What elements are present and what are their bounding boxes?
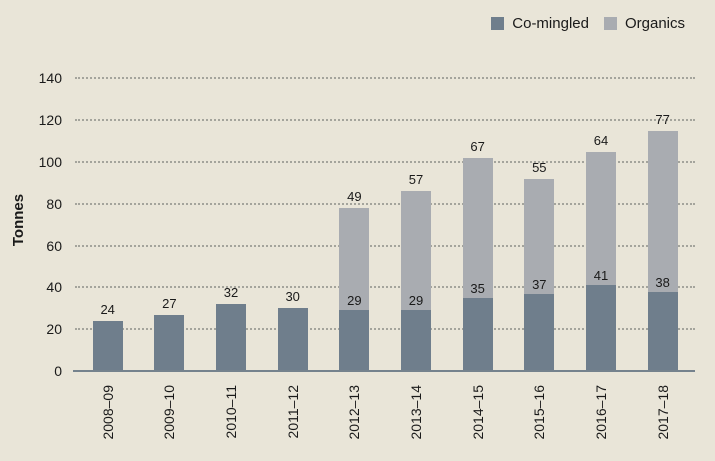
x-axis-line [73,370,695,372]
y-axis-title: Tonnes [10,193,27,247]
gridline [75,328,695,331]
y-tick-label: 100 [38,154,62,170]
bar-value-label-organics: 55 [532,159,547,175]
bar-value-label-comingled: 32 [223,285,239,301]
x-tick-label: 2009–10 [161,385,178,440]
bar-segment-comingled [277,308,308,371]
legend-item-co-mingled: Co-mingled [491,15,589,32]
bar-segment-organics [401,191,431,311]
bar-value-label-comingled: 29 [347,293,362,309]
gridline [75,286,695,289]
bar-segment-comingled [339,310,370,371]
bar-value-label-organics: 57 [408,172,424,188]
x-tick-label: 2014–15 [469,385,486,440]
bar-segment-organics [647,130,678,292]
x-tick-label: 2016–17 [592,385,609,440]
y-tick-label: 140 [38,70,62,87]
bar-value-label-comingled: 38 [655,274,670,290]
y-tick-label: 0 [54,363,62,379]
bar-value-label-organics: 67 [470,138,485,154]
bar-segment-comingled [585,285,616,371]
bar-value-label-comingled: 30 [285,289,300,305]
bar-value-label-comingled: 27 [162,295,177,311]
legend: Co-mingled Organics [491,15,685,32]
legend-swatch-icon [603,17,617,30]
x-tick-label: 2008–09 [99,385,116,440]
gridline [75,244,695,247]
bar-value-label-comingled: 29 [408,293,424,309]
bar-segment-organics [462,157,493,298]
y-tick-label: 60 [46,237,62,254]
bar-value-label-comingled: 35 [470,280,485,296]
y-tick-label: 40 [46,279,62,296]
gridline [75,202,695,205]
y-tick-label: 80 [46,195,62,212]
legend-label: Co-mingled [512,15,589,32]
bar-segment-comingled [401,310,431,371]
bar-value-label-organics: 64 [593,132,609,148]
bar-segment-comingled [462,297,493,371]
y-tick-label: 20 [46,321,62,338]
bar-value-label-comingled: 41 [593,268,609,284]
x-tick-label: 2017–18 [654,385,671,440]
legend-swatch-icon [491,17,505,30]
gridline [75,119,695,122]
legend-item-organics: Organics [603,15,685,32]
bar-value-label-comingled: 37 [532,276,547,292]
bar-segment-comingled [154,314,185,371]
bar-segment-organics [585,151,616,286]
y-tick-label: 120 [38,112,62,129]
bar-value-label-organics: 77 [655,111,670,127]
bar-segment-comingled [647,291,678,371]
gridline [75,161,695,163]
bar-value-label-comingled: 24 [100,301,115,317]
bar-segment-comingled [524,293,555,371]
gridline [75,77,695,80]
bar-segment-organics [339,207,370,311]
bar-segment-comingled [216,304,247,371]
bar-segment-organics [524,178,555,294]
legend-label: Organics [624,15,685,32]
x-tick-label: 2011–12 [284,385,301,439]
bar-value-label-organics: 49 [347,188,362,204]
x-tick-label: 2013–14 [408,385,424,440]
x-tick-label: 2012–13 [346,385,363,440]
x-tick-label: 2015–16 [531,385,548,440]
bar-segment-comingled [92,320,123,371]
x-tick-label: 2010–11 [223,385,240,439]
